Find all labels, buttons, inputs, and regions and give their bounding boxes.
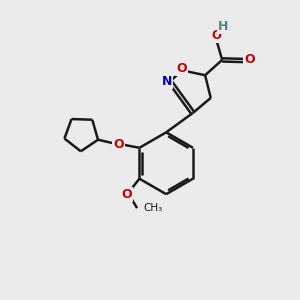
Text: N: N — [162, 75, 172, 88]
Text: CH₃: CH₃ — [143, 203, 163, 213]
Text: O: O — [121, 188, 132, 200]
Text: O: O — [244, 53, 255, 66]
Text: O: O — [176, 62, 187, 75]
Text: O: O — [212, 29, 222, 42]
Text: O: O — [113, 138, 124, 151]
Text: H: H — [218, 20, 229, 33]
